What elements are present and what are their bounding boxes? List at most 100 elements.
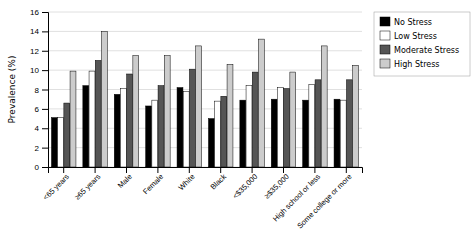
bar (215, 101, 221, 167)
bar (196, 46, 202, 167)
tick-label: Some college or more (295, 172, 353, 230)
tick-label: <65 years (41, 172, 71, 202)
legend: No Stress Low Stress Moderate Stress High S… (374, 12, 470, 76)
legend-item: Low Stress (380, 31, 437, 41)
tick-mark (42, 109, 48, 110)
tick: Male (116, 167, 134, 190)
tick-label: 6 (35, 105, 40, 114)
bar (221, 96, 227, 167)
tick-label: 0 (35, 163, 40, 172)
legend-item: High Stress (380, 59, 440, 69)
tick: Some college or more (295, 167, 353, 230)
tick-label: 10 (30, 66, 39, 75)
bar (189, 69, 195, 167)
bar (303, 100, 309, 167)
bar (252, 72, 258, 167)
tick-label: Female (141, 172, 165, 196)
tick-label: Black (209, 172, 229, 192)
bar (158, 86, 164, 167)
bar (240, 100, 246, 167)
x-axis: <65 years≥65 years Male Female White Black<$… (41, 167, 362, 230)
chart: 0 2 4 6 8 10 12 14 16 <65 years≥65 years Male Femal… (0, 0, 474, 249)
tick: <65 years (41, 167, 71, 202)
legend-swatch (380, 59, 390, 68)
tick-label: ≥$35,000 (262, 172, 290, 200)
bar (133, 56, 139, 167)
bar (227, 64, 233, 167)
tick-label: 12 (30, 47, 39, 56)
bar (346, 80, 352, 167)
bar (340, 100, 346, 167)
bar (290, 72, 296, 167)
tick: White (177, 167, 197, 192)
bar (120, 89, 126, 167)
axis-line (42, 13, 49, 168)
tick-mark (42, 70, 48, 71)
tick: ≥65 years (73, 167, 103, 202)
legend-swatch (380, 17, 390, 26)
tick: 14 (30, 27, 48, 36)
legend-item: No Stress (380, 17, 432, 27)
tick-mark (42, 31, 48, 32)
bar (83, 86, 89, 167)
grid-line (48, 12, 362, 13)
tick-label: 8 (35, 86, 40, 95)
bar (208, 119, 214, 167)
bar (51, 118, 57, 167)
tick: 0 (35, 163, 48, 172)
legend-label: High Stress (394, 60, 440, 69)
bar (277, 88, 283, 167)
tick: Female (141, 167, 165, 196)
legend-label: Moderate Stress (394, 46, 459, 55)
tick: 6 (35, 105, 48, 114)
legend-frame (374, 12, 470, 76)
bar (309, 85, 315, 167)
bar (353, 65, 359, 167)
tick-label: 16 (30, 8, 39, 17)
tick: Black (209, 167, 229, 191)
bar (315, 80, 321, 167)
tick: 10 (30, 66, 48, 75)
legend-label: No Stress (394, 18, 432, 27)
bar (95, 60, 101, 167)
tick-mark (42, 148, 48, 149)
bar (177, 88, 183, 167)
tick-label: White (177, 172, 197, 192)
bar (164, 56, 170, 167)
grid (48, 12, 362, 167)
bar (334, 99, 340, 167)
bar (152, 100, 158, 167)
bar-series (70, 31, 358, 167)
tick-mark (42, 167, 48, 168)
tick-mark (42, 51, 48, 52)
tick-label: <$35,000 (231, 172, 260, 201)
tick-label: 2 (35, 144, 40, 153)
tick-label: 4 (35, 124, 40, 133)
bar (127, 74, 133, 167)
bar (284, 89, 290, 167)
tick-label: 14 (30, 27, 39, 36)
tick: 2 (35, 144, 48, 153)
tick: <$35,000 (231, 167, 260, 201)
grid-line (48, 50, 362, 51)
bar (271, 99, 277, 167)
bar (146, 106, 152, 167)
plot: 0 2 4 6 8 10 12 14 16 <65 years≥65 years Male Femal… (30, 8, 362, 230)
tick-mark (42, 90, 48, 91)
tick: 12 (30, 47, 48, 56)
legend-label: Low Stress (394, 32, 437, 41)
legend-swatch (380, 45, 390, 54)
tick: 4 (35, 124, 48, 133)
y-axis-title: Prevalence (%) (7, 56, 17, 124)
legend-swatch (380, 31, 390, 40)
tick-label: Male (116, 172, 134, 190)
y-axis: 0 2 4 6 8 10 12 14 16 (30, 8, 48, 172)
bar (183, 91, 189, 167)
bar (64, 103, 70, 167)
tick-label: ≥65 years (73, 172, 103, 202)
bar (114, 94, 120, 167)
legend-item: Moderate Stress (380, 45, 459, 55)
tick-mark (42, 128, 48, 129)
grid-line (48, 31, 362, 32)
bars (51, 31, 358, 167)
